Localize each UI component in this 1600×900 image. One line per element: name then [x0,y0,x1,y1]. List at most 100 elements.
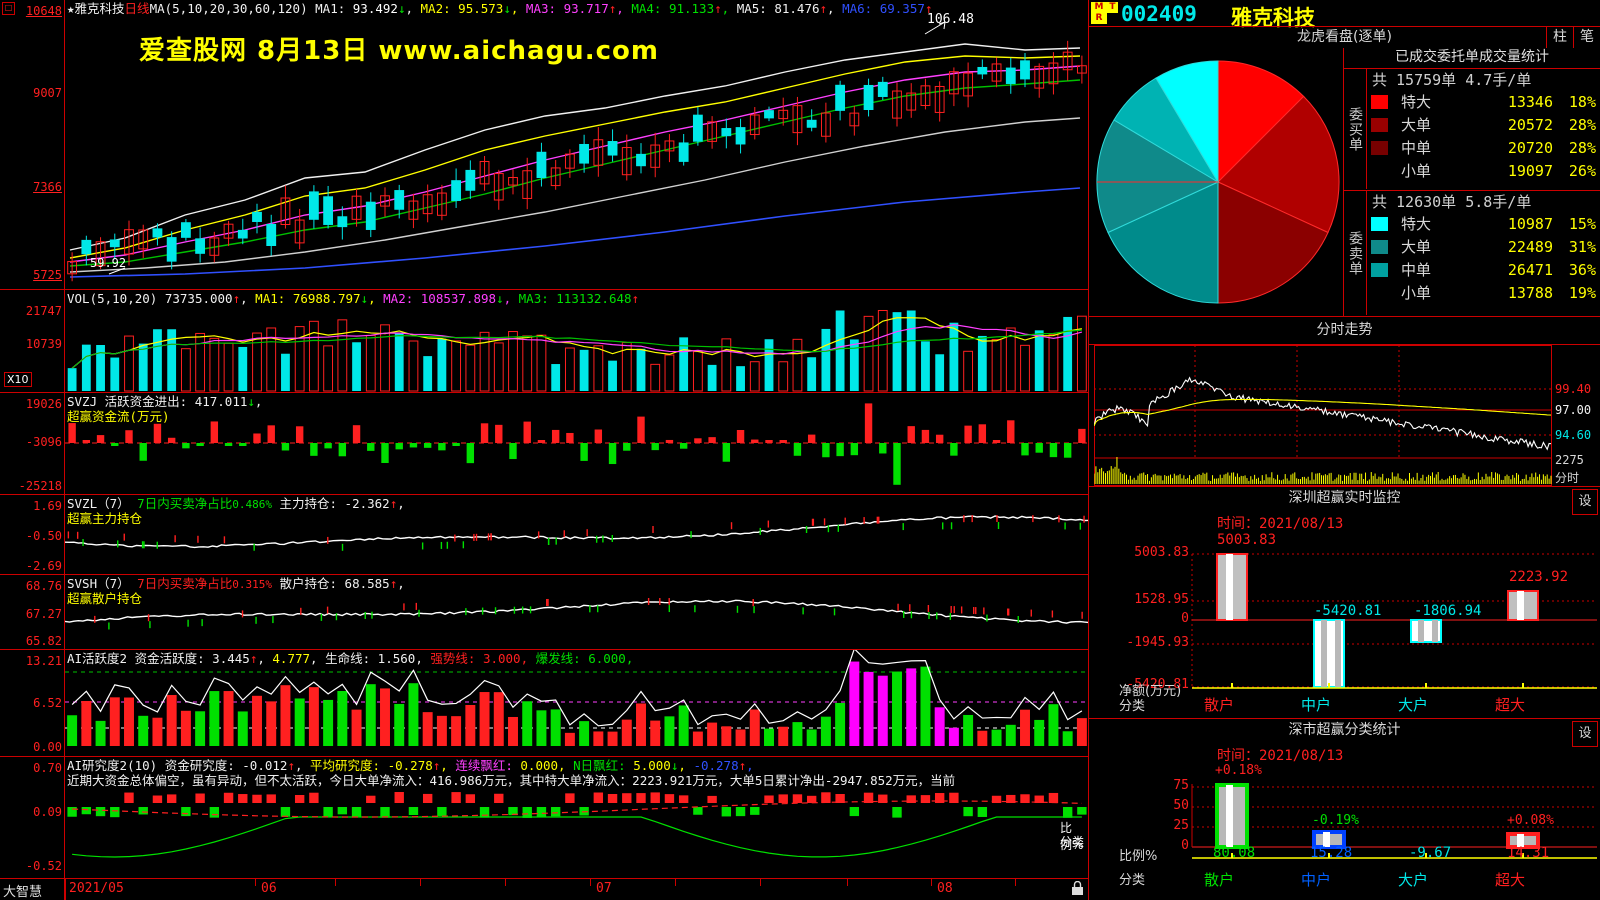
category-settings-button[interactable]: 设 [1572,721,1598,747]
sell-pct: 36% [1568,260,1596,279]
category-stats-chart [1191,783,1597,859]
buy-name: 小单 [1401,162,1432,180]
category-value: 15.28 [1310,845,1353,861]
ai-research-f0-arrow: ↑ [287,758,295,773]
ratio-axis-label: 比例% [1060,821,1084,852]
kline-y-label: 5725 [33,268,62,282]
svzl-header: SVZL（7） 7日内买卖净占比0.486% 主力持仓: -2.362↑, [67,496,405,511]
kline-ma6-label: MA6: [842,1,873,16]
sell-side-label: 委卖单 [1344,191,1367,315]
realtime-monitor-pane[interactable]: 深圳超赢实时监控 设 时间：2021/08/13 [1089,486,1600,714]
svsh-pane[interactable]: 68.76 67.27 65.82 SVSH（7） 7日内买卖净占比0.315%… [0,574,1088,649]
category-stats-pane[interactable]: 深市超赢分类统计 设 时间：2021/08/13 75 50 25 [1089,718,1600,900]
buy-count: 20720 [1507,138,1553,157]
table-row[interactable]: 小单 13788 19% [1367,281,1600,304]
buy-orders-block: 委买单 共 15759单 4.7手/单 特大 13346 18% 大单 20572 28… [1344,68,1600,190]
realtime-time-value: 2021/08/13 [1259,516,1344,532]
table-row[interactable]: 大单 20572 28% [1367,113,1600,136]
ai-activity-y-axis: 13.21 6.52 0.00 [0,650,64,756]
sell-name: 大单 [1401,238,1432,256]
category-label-retail: 散户 [1204,696,1235,714]
svsh-plot[interactable]: SVSH（7） 7日内买卖净占比0.315% 散户持仓: 68.585↑, 超赢… [64,575,1088,649]
kline-ma4-value: 91.133 [668,1,715,16]
ai-activity-f4-value: 6.000 [588,651,626,666]
ai-activity-pane[interactable]: 13.21 6.52 0.00 AI活跃度2 资金活跃度: 3.445↑, 4.… [0,649,1088,756]
ai-activity-plot[interactable]: AI活跃度2 资金活跃度: 3.445↑, 4.777, 生命线: 1.560,… [64,650,1088,756]
sell-pct: 19% [1568,283,1596,302]
ai-research-plot[interactable]: AI研究度2(10) 资金研究度: -0.012↑, 平均研究度: -0.278… [64,757,1088,878]
sell-name: 中单 [1401,261,1432,279]
bar-retail [1215,783,1249,849]
column-view-button[interactable]: 柱 [1546,27,1573,48]
category-xaxis-title: 分类 [1119,873,1146,888]
category-value: -9.67 [1409,845,1452,861]
ai-research-pane[interactable]: 0.70 0.09 -0.52 AI研究度2(10) 资金研究度: -0.012… [0,756,1088,878]
svzl-pane[interactable]: 1.69 -0.50 -2.69 SVZL（7） 7日内买卖净占比0.486% … [0,494,1088,574]
longhu-title: 龙虎看盘(逐单) [1297,29,1392,45]
ai-research-f1-label: 平均研究度: [310,758,381,773]
category-label-super: 超大 [1495,696,1526,714]
svzj-plot[interactable]: SVZJ 活跃资金进出: 417.011↓, 超赢资金流(万元) 爱查股 www… [64,393,1088,494]
category-pct-label: +0.08% [1507,813,1554,828]
volume-ma1-value: 76988.797 [292,291,361,306]
kline-low-marker: 59.92 [90,256,127,270]
sell-swatch-xl [1371,216,1388,231]
mtr-r-letter: R [1095,13,1103,23]
svzj-pane[interactable]: 19026 -3096 -25218 SVZJ 活跃资金进出: 417.011↓… [0,392,1088,494]
kline-y-axis: 10648 9007 7366 5725 □ [0,0,64,289]
ai-activity-f2-value: 1.560 [377,651,416,666]
buy-count: 13346 [1507,92,1553,111]
realtime-settings-button[interactable]: 设 [1572,489,1598,515]
kline-ma6-arrow: ↑ [924,1,933,16]
lock-icon[interactable] [1071,881,1084,896]
table-row[interactable]: 中单 26471 36% [1367,258,1600,281]
realtime-monitor-title: 深圳超赢实时监控 [1288,490,1401,506]
category-time-label: 时间： [1217,748,1259,764]
sell-table: 特大 10987 15% 大单 22489 31% 中单 26471 36% 小单 13788… [1367,212,1600,304]
quote-header[interactable]: M R T 002409 雅克科技 [1089,0,1600,30]
intraday-title: 分时走势 [1316,322,1373,338]
svzj-y-axis: 19026 -3096 -25218 [0,393,64,494]
table-row[interactable]: 特大 10987 15% [1367,212,1600,235]
sell-count: 26471 [1507,260,1553,279]
kline-ma3-arrow: ↑ [608,1,617,16]
svzl-subtitle: 超赢主力持仓 [67,511,143,526]
svzj-code: SVZJ [67,394,98,409]
svzl-plot[interactable]: SVZL（7） 7日内买卖净占比0.486% 主力持仓: -2.362↑, 超赢… [64,495,1088,574]
ai-activity-f0-value: 3.445 [212,651,250,666]
intraday-chart-pane[interactable]: 99.40 97.00 94.60 2275 分时 [1089,344,1600,486]
svsh-pct-value: 0.315% [232,578,272,591]
buy-name: 中单 [1401,139,1432,157]
svzl-y-axis: 1.69 -0.50 -2.69 [0,495,64,574]
kline-ma4-arrow: ↑ [714,1,722,16]
pie-slice [1096,119,1220,234]
realtime-ytick: 1528.95 [1134,592,1189,607]
sell-name: 小单 [1401,284,1432,302]
volume-pane[interactable]: 21747 10739 X10 VOL(5,10,20) 73735.000↑,… [0,289,1088,392]
svsh-y-axis: 68.76 67.27 65.82 [0,575,64,649]
table-row[interactable]: 特大 13346 18% [1367,90,1600,113]
category-label-medium: 中户 [1301,871,1332,889]
table-row[interactable]: 小单 19097 26% [1367,159,1600,182]
kline-candles [67,21,1087,282]
svsh-y-label: 65.82 [25,634,62,648]
bottom-time-axis[interactable]: 大智慧 2021/05 06 07 08 [0,878,1088,900]
kline-pane[interactable]: 10648 9007 7366 5725 □ ★雅克科技日线MA(5,10,20… [0,0,1088,289]
svsh-pct-label: 7日内买卖净占比 [137,576,233,591]
svzj-header: SVZJ 活跃资金进出: 417.011↓, [67,394,263,409]
pen-view-button[interactable]: 笔 [1573,27,1600,48]
kline-plot[interactable]: ★雅克科技日线MA(5,10,20,30,60,120) MA1: 93.492… [64,0,1088,289]
sell-side-label-text: 委卖单 [1347,230,1363,276]
intraday-title-bar: 分时走势 [1089,316,1600,344]
volume-plot[interactable]: VOL(5,10,20) 73735.000↑, MA1: 76988.797↓… [64,290,1088,392]
ai-research-f3-label: N日飘红: [573,758,626,773]
bar-retail [1216,553,1248,621]
buy-count: 20572 [1507,115,1553,134]
svzj-y-label: -3096 [25,435,62,449]
table-row[interactable]: 中单 20720 28% [1367,136,1600,159]
svzj-label: 活跃资金进出: [104,394,188,409]
table-row[interactable]: 大单 22489 31% [1367,235,1600,258]
ai-research-header: AI研究度2(10) 资金研究度: -0.012↑, 平均研究度: -0.278… [67,758,754,773]
longhu-title-bar[interactable]: 龙虎看盘(逐单) 柱 笔 [1089,26,1600,48]
ai-research-commentary: 近期大资金总体偏空，虽有异动，但不太活跃，今日大单净流入：416.986万元，其… [67,773,956,788]
